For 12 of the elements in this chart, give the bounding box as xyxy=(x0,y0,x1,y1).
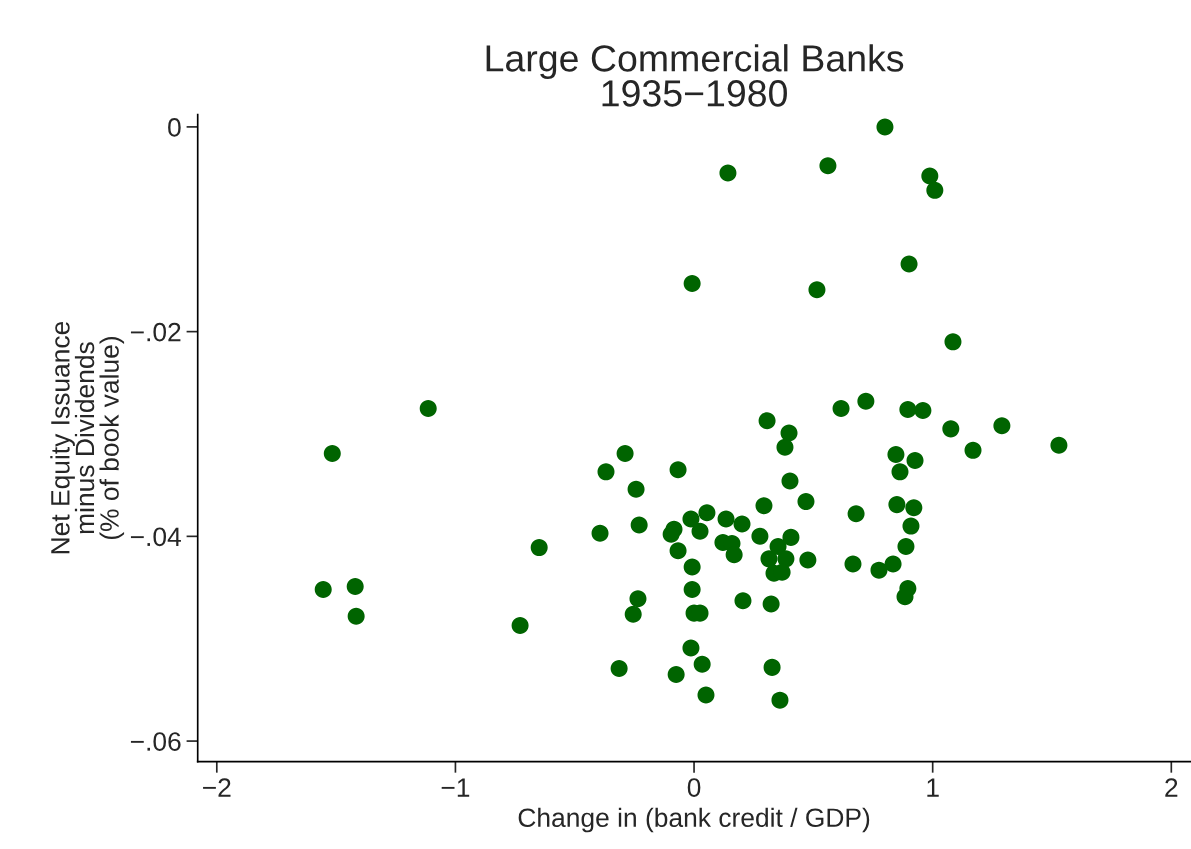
chart-title: Large Commercial Banks 1935−1980 xyxy=(486,44,904,107)
x-tick-label: 2 xyxy=(1165,778,1178,797)
x-tick-label: −1 xyxy=(441,778,470,797)
x-tick-label: −2 xyxy=(203,778,231,797)
y-tick-label: −.06 xyxy=(130,732,181,751)
y-tick-label: −.02 xyxy=(130,322,181,342)
x-axis-title: Change in (bank credit / GDP) xyxy=(518,807,870,833)
x-tick-label: 0 xyxy=(687,778,701,797)
y-tick-label: −.04 xyxy=(130,527,181,547)
y-tick-label: 0 xyxy=(168,118,181,137)
x-tick-label: 1 xyxy=(927,778,939,797)
y-axis-title: Net Equity Issuance minus Dividends (% of book value) xyxy=(50,321,125,554)
